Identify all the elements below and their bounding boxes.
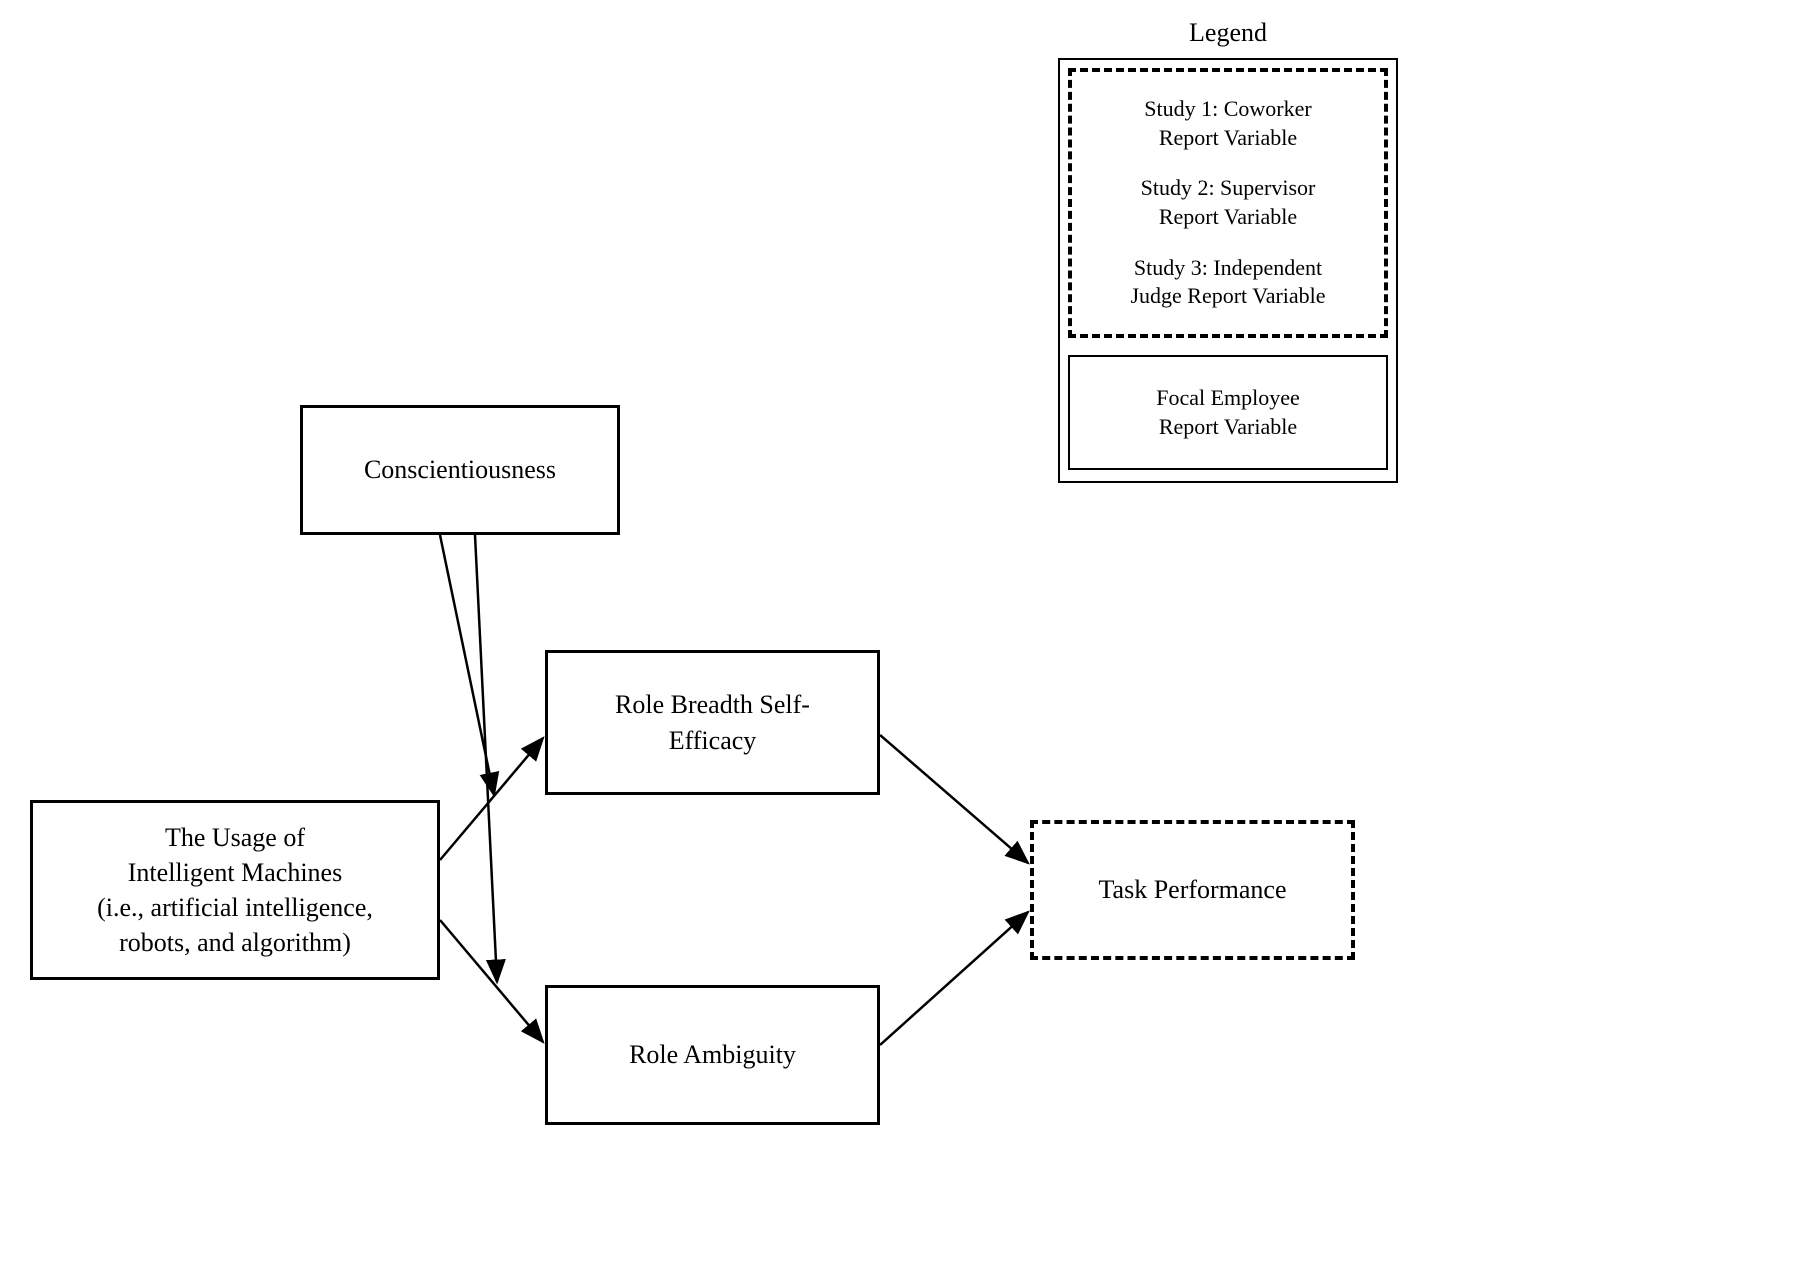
- legend-dashed-box: Study 1: Coworker Report Variable Study …: [1068, 68, 1388, 338]
- node-performance: Task Performance: [1030, 820, 1355, 960]
- legend-item-2: Study 2: Supervisor Report Variable: [1080, 174, 1376, 231]
- node-rbse-line2: Efficacy: [669, 726, 757, 755]
- node-usage-line2: Intelligent Machines: [128, 858, 342, 887]
- node-ambiguity: Role Ambiguity: [545, 985, 880, 1125]
- legend-item-3-line1: Study 3: Independent: [1134, 255, 1322, 280]
- legend-solid-line2: Report Variable: [1159, 414, 1297, 439]
- edge-usage-rbse: [440, 738, 543, 860]
- legend-solid-box: Focal Employee Report Variable: [1068, 355, 1388, 470]
- node-usage-text: The Usage of Intelligent Machines (i.e.,…: [97, 820, 373, 960]
- legend-item-1-line1: Study 1: Coworker: [1144, 96, 1311, 121]
- node-rbse-line1: Role Breadth Self-: [615, 690, 810, 719]
- edge-conscientiousness-rbse-path: [440, 535, 494, 795]
- node-rbse-text: Role Breadth Self- Efficacy: [615, 687, 810, 757]
- legend-item-2-line2: Report Variable: [1159, 204, 1297, 229]
- node-usage-line4: robots, and algorithm): [119, 928, 351, 957]
- node-rbse: Role Breadth Self- Efficacy: [545, 650, 880, 795]
- node-conscientiousness-label: Conscientiousness: [364, 452, 556, 487]
- legend-solid-text: Focal Employee Report Variable: [1156, 384, 1300, 441]
- legend-item-2-line1: Study 2: Supervisor: [1141, 175, 1316, 200]
- edges-svg: [0, 0, 1794, 1282]
- legend-item-3: Study 3: Independent Judge Report Variab…: [1080, 254, 1376, 311]
- node-ambiguity-label: Role Ambiguity: [629, 1037, 796, 1072]
- legend-item-3-line2: Judge Report Variable: [1130, 283, 1325, 308]
- edge-rbse-performance: [880, 735, 1028, 863]
- node-performance-label: Task Performance: [1098, 872, 1286, 907]
- legend-title: Legend: [1058, 18, 1398, 48]
- legend-item-1: Study 1: Coworker Report Variable: [1080, 95, 1376, 152]
- node-conscientiousness: Conscientiousness: [300, 405, 620, 535]
- edge-usage-ambiguity: [440, 920, 543, 1042]
- legend-item-1-line2: Report Variable: [1159, 125, 1297, 150]
- edge-conscientiousness-ambiguity-path: [475, 535, 497, 982]
- node-usage-line1: The Usage of: [165, 823, 305, 852]
- legend-solid-line1: Focal Employee: [1156, 385, 1300, 410]
- edge-ambiguity-performance: [880, 912, 1028, 1045]
- node-usage: The Usage of Intelligent Machines (i.e.,…: [30, 800, 440, 980]
- node-usage-line3: (i.e., artificial intelligence,: [97, 893, 373, 922]
